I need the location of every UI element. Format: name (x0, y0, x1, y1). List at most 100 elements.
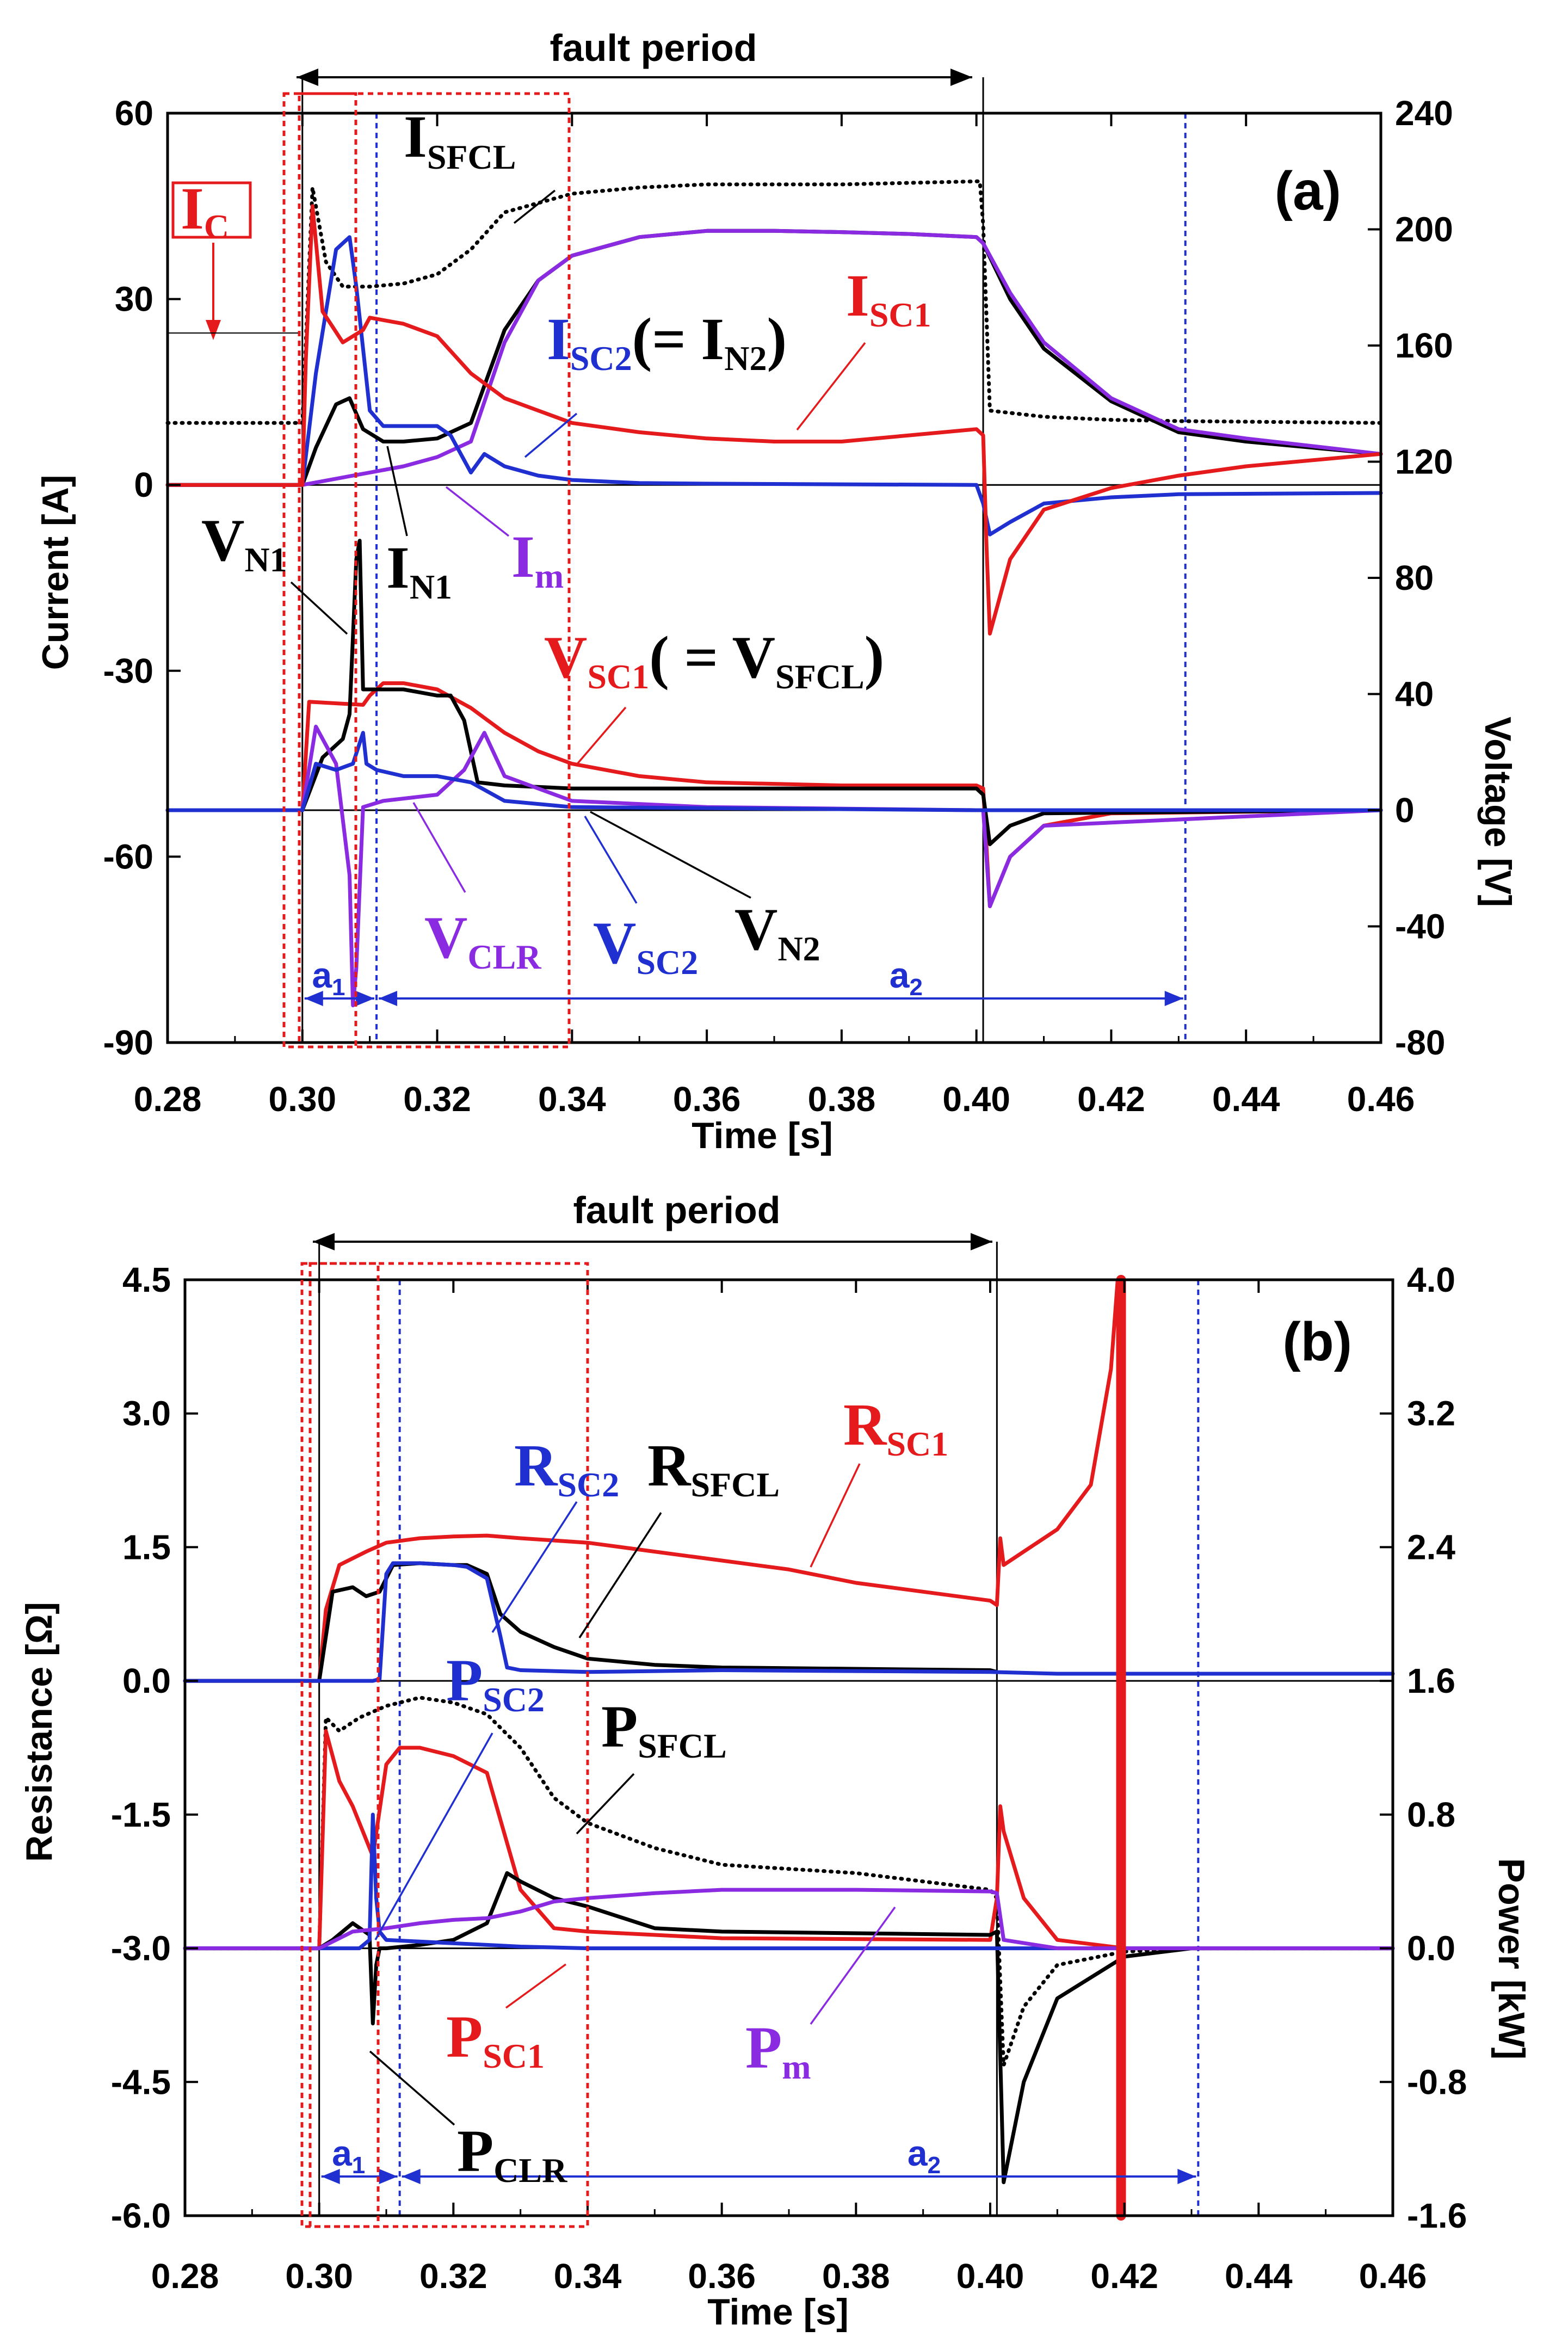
fault-period-arrowhead-left-b (313, 1233, 335, 1250)
pointer-psc1 (505, 1963, 567, 2009)
highlight-box-a-2 (298, 92, 571, 1049)
y-tick-label-left: -6.0 (111, 2196, 171, 2235)
y-tick-label-right: 160 (1395, 326, 1453, 365)
interval-arrowhead-right-1 (1177, 2169, 1196, 2184)
series-line-1 (183, 1561, 999, 1683)
x-tick-label: 0.34 (554, 2256, 622, 2296)
pointer-isc1 (796, 342, 866, 431)
pointer-psfcl (576, 1773, 635, 1835)
y-tick-label-right: 40 (1395, 675, 1434, 714)
y-tick-label-left: 3.0 (122, 1394, 171, 1433)
y-tick-label-right: 3.2 (1407, 1394, 1455, 1433)
x-tick-label: 0.46 (1347, 1080, 1415, 1119)
y-tick-label-left: 0 (134, 465, 153, 504)
y-tick-label-right: 200 (1395, 210, 1453, 249)
x-tick-label: 0.38 (822, 2256, 890, 2296)
label-isfcl: ISFCL (404, 103, 516, 176)
label-vsc2: VSC2 (593, 910, 698, 982)
x-tick-label: 0.40 (942, 1080, 1010, 1119)
y-tick-label-right: -40 (1395, 907, 1446, 946)
y-axis-title-right-b: Power [kW] (1491, 1858, 1532, 2060)
x-tick-label: 0.44 (1212, 1080, 1280, 1119)
fault-period-label-a: fault period (550, 27, 757, 69)
pointer-pclr (369, 2050, 455, 2126)
pointer-vsc1 (576, 706, 627, 766)
ic-pointer-head (206, 320, 221, 340)
y-tick-label-right: 0.8 (1407, 1795, 1455, 1834)
y-tick-label-right: 120 (1395, 442, 1453, 482)
x-tick-label: 0.30 (268, 1080, 336, 1119)
series-line-3 (165, 235, 1383, 537)
x-tick-label: 0.38 (808, 1080, 876, 1119)
interval-arrowhead-right-0 (379, 2169, 398, 2184)
y-tick-label-right: 80 (1395, 558, 1434, 597)
interval-label-1: a2 (890, 955, 923, 1001)
y-tick-label-left: 4.5 (122, 1260, 171, 1299)
x-axis-title-b: Time [s] (707, 2291, 848, 2333)
pointer-vclr (412, 802, 466, 893)
y-tick-label-right: 0.0 (1407, 1929, 1455, 1968)
y-tick-label-left: 60 (115, 94, 153, 133)
interval-label-0: a1 (312, 955, 345, 1001)
panel-label-b: (b) (1282, 1311, 1352, 1372)
highlight-box-b-1 (300, 1262, 380, 2228)
highlight-box-b-2 (308, 1262, 589, 2228)
x-tick-label: 0.36 (673, 1080, 741, 1119)
x-tick-label: 0.32 (419, 2256, 487, 2296)
series-line-8 (165, 731, 1383, 812)
label-psfcl: PSFCL (601, 1693, 727, 1765)
panel-b: fault period a1 a2 0.28 0.30 0.32 0.34 0.36 0.3… (18, 1189, 1532, 2333)
x-tick-label: 0.30 (285, 2256, 353, 2296)
fault-period-arrowhead-right-a (950, 69, 972, 86)
y-tick-label-left: -60 (103, 837, 154, 876)
highlight-box-a-1 (282, 92, 357, 1049)
fault-period-arrowhead-left-a (297, 69, 318, 86)
panel-label-a: (a) (1275, 161, 1341, 221)
x-axis-title-a: Time [s] (692, 1115, 832, 1156)
pointer-vn1 (290, 581, 348, 635)
label-in1: IN1 (386, 534, 452, 606)
pointer-in1 (386, 446, 408, 537)
label-pclr: PCLR (457, 2118, 567, 2190)
x-tick-label: 0.44 (1225, 2256, 1293, 2296)
fault-period-arrowhead-right-b (971, 1233, 992, 1250)
label-rsc2: RSC2 (514, 1432, 619, 1504)
label-rsc1: RSC1 (843, 1391, 948, 1463)
y-tick-label-right: 4.0 (1407, 1260, 1455, 1299)
y-tick-label-left: 1.5 (122, 1527, 171, 1567)
x-tick-label: 0.42 (1077, 1080, 1145, 1119)
series-line-6 (165, 539, 1383, 847)
interval-arrowhead-left-0 (321, 2169, 340, 2184)
x-tick-label: 0.36 (688, 2256, 756, 2296)
interval-arrowhead-left-1 (402, 2169, 421, 2184)
pointer-im (445, 486, 510, 537)
y-tick-label-left: -3.0 (111, 1929, 171, 1968)
y-tick-label-right: -0.8 (1407, 2062, 1467, 2101)
label-psc1: PSC1 (446, 2003, 545, 2075)
x-tick-label: 0.34 (538, 1080, 606, 1119)
series-line-5 (183, 1871, 1395, 2185)
series-line-6 (183, 1812, 1395, 1951)
y-axis-title-left-a: Current [A] (35, 475, 76, 670)
pointer-rsc2 (491, 1501, 578, 1633)
label-vclr: VCLR (424, 904, 541, 976)
interval-arrowhead-left-1 (379, 991, 398, 1006)
pointer-isc2 (524, 412, 578, 458)
interval-arrowhead-right-0 (356, 991, 375, 1006)
pointer-rsfcl (578, 1512, 662, 1638)
label-ic: IC (181, 175, 229, 246)
y-tick-label-right: 1.6 (1407, 1661, 1455, 1700)
x-tick-label: 0.28 (134, 1080, 202, 1119)
panel-a: fault period a1 a2 0.28 0.30 0.32 0.34 0.36 0.3… (35, 27, 1518, 1156)
y-tick-label-left: 0.0 (122, 1661, 171, 1700)
label-pm: Pm (745, 2014, 811, 2086)
label-isc2: ISC2(= IN2) (547, 306, 787, 378)
y-tick-label-left: -90 (103, 1023, 154, 1062)
interval-label-0: a1 (332, 2133, 365, 2179)
interval-arrowhead-left-0 (304, 991, 323, 1006)
y-tick-label-right: 2.4 (1407, 1527, 1455, 1567)
plot-area-a: a1 a2 0.28 0.30 0.32 0.34 0.36 0.38 0.40 0.42 0.44… (103, 77, 1453, 1119)
series-line-0 (183, 1278, 1123, 1683)
label-psc2: PSC2 (446, 1647, 545, 1719)
